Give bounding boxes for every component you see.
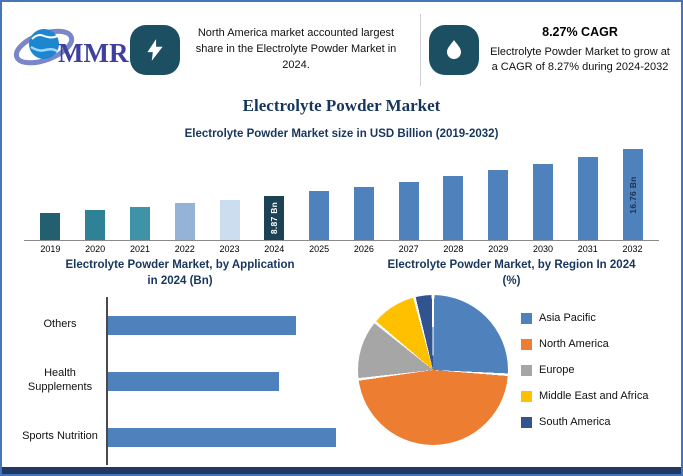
bar-2031 — [577, 157, 598, 240]
cagr-callout: 8.27% CAGR Electrolyte Powder Market to … — [489, 24, 671, 75]
legend-swatch-south-america — [521, 416, 532, 428]
x-tick-2024: 2024 — [264, 244, 285, 254]
x-tick-2031: 2031 — [577, 244, 598, 254]
legend-item-asia-pacific: Asia Pacific — [521, 312, 648, 324]
lightning-badge — [130, 25, 180, 75]
bar-2024: 8.87 Bn — [264, 196, 285, 240]
bar-column-2028 — [431, 146, 476, 240]
legend-swatch-north-america — [521, 338, 532, 350]
flame-icon — [447, 40, 461, 59]
legend-label-europe: Europe — [539, 364, 575, 377]
mmr-logo-graphic: MMR — [13, 28, 129, 68]
bar-2026 — [353, 187, 374, 240]
x-tick-2020: 2020 — [85, 244, 106, 254]
x-tick-2021: 2021 — [129, 244, 150, 254]
x-tick-2025: 2025 — [309, 244, 330, 254]
globe-icon — [29, 28, 59, 59]
bar-column-2023 — [207, 146, 252, 240]
region-pie — [358, 295, 508, 446]
application-category-labels: Others Health Supplements Sports Nutrition — [14, 297, 106, 465]
bar-column-2032: 16.76 Bn — [610, 146, 655, 240]
highlight-text: North America market accounted largest s… — [195, 27, 397, 71]
bar-health-supplements — [108, 371, 279, 391]
region-chart-body: Asia Pacific North America Europe Middle Ea… — [354, 295, 669, 446]
x-tick-2023: 2023 — [219, 244, 240, 254]
application-bars — [106, 297, 346, 466]
x-tick-2032: 2032 — [622, 244, 643, 254]
lightning-icon — [147, 39, 163, 61]
bar-2025 — [309, 191, 330, 240]
bar-2023 — [219, 200, 240, 240]
bar-2029 — [488, 170, 509, 240]
legend-label-south-america: South America — [539, 416, 611, 429]
market-size-years: 2019 2020 2021 2022 2023 2024 2025 2026 2027 2028… — [24, 241, 659, 254]
legend-label-middle-east-and-africa: Middle East and Africa — [539, 390, 649, 403]
bar-column-2024: 8.87 Bn — [252, 146, 297, 240]
footer-bar — [2, 467, 681, 474]
bar-2027 — [398, 182, 419, 240]
x-tick-2022: 2022 — [174, 244, 195, 254]
region-chart: Electrolyte Powder Market, by Region In … — [354, 258, 669, 446]
bar-2030 — [532, 164, 553, 240]
legend-swatch-asia-pacific — [521, 312, 532, 324]
application-chart-title: Electrolyte Powder Market, by Applicatio… — [65, 259, 295, 287]
application-chart-body: Others Health Supplements Sports Nutrition — [14, 297, 346, 466]
x-tick-2028: 2028 — [443, 244, 464, 254]
legend-item-north-america: North America — [521, 338, 648, 350]
bar-column-2025 — [297, 146, 342, 240]
bar-row-health-supplements — [108, 353, 346, 409]
bar-sports-nutrition — [108, 427, 336, 447]
legend-swatch-middle-east-and-africa — [521, 390, 532, 402]
legend-item-middle-east-and-africa: Middle East and Africa — [521, 390, 648, 402]
bar-column-2021 — [118, 146, 163, 240]
bar-column-2020 — [73, 146, 118, 240]
legend-swatch-europe — [521, 364, 532, 376]
bar-value-label-2032: 16.76 Bn — [627, 175, 638, 214]
header: MMR North America market accounted large… — [12, 8, 671, 92]
legend-item-europe: Europe — [521, 364, 648, 376]
bar-2032: 16.76 Bn — [622, 149, 643, 240]
bar-row-sports-nutrition — [108, 409, 346, 465]
page-title: Electrolyte Powder Market — [242, 96, 441, 115]
bar-column-2030 — [521, 146, 566, 240]
legend-label-asia-pacific: Asia Pacific — [539, 312, 596, 325]
bar-column-2031 — [565, 146, 610, 240]
bar-column-2027 — [386, 146, 431, 240]
legend-label-north-america: North America — [539, 338, 609, 351]
market-size-chart-title: Electrolyte Powder Market size in USD Bi… — [184, 128, 499, 140]
bar-2028 — [443, 176, 464, 240]
bar-2022 — [174, 203, 195, 240]
application-chart: Electrolyte Powder Market, by Applicatio… — [14, 258, 346, 466]
bar-row-others — [108, 297, 346, 353]
x-tick-2029: 2029 — [488, 244, 509, 254]
category-label-sports-nutrition: Sports Nutrition — [22, 430, 98, 443]
logo-text: MMR — [58, 38, 129, 68]
mmr-logo: MMR — [12, 17, 130, 84]
cagr-text: Electrolyte Powder Market to grow at a C… — [490, 45, 670, 74]
bar-column-2029 — [476, 146, 521, 240]
category-label-others: Others — [43, 318, 77, 331]
region-chart-title: Electrolyte Powder Market, by Region In … — [387, 259, 636, 287]
flame-badge — [429, 25, 479, 75]
bar-value-label-2024: 8.87 Bn — [269, 201, 280, 235]
bar-others — [108, 315, 296, 335]
bar-column-2022 — [162, 146, 207, 240]
bar-2019 — [40, 213, 61, 240]
market-size-bars: 8.87 Bn 16.76 Bn — [24, 146, 659, 241]
category-label-health-supplements: Health Supplements — [27, 367, 93, 394]
market-size-chart: Electrolyte Powder Market size in USD Bi… — [24, 128, 659, 254]
bar-column-2026 — [341, 146, 386, 240]
header-divider — [420, 14, 421, 86]
x-tick-2027: 2027 — [398, 244, 419, 254]
bar-2021 — [129, 207, 150, 240]
x-tick-2026: 2026 — [353, 244, 374, 254]
region-legend: Asia Pacific North America Europe Middle Ea… — [521, 312, 648, 428]
x-tick-2030: 2030 — [532, 244, 553, 254]
cagr-heading: 8.27% CAGR — [542, 25, 618, 40]
bar-2020 — [85, 210, 106, 240]
bar-column-2019 — [28, 146, 73, 240]
x-tick-2019: 2019 — [40, 244, 61, 254]
legend-item-south-america: South America — [521, 416, 648, 428]
